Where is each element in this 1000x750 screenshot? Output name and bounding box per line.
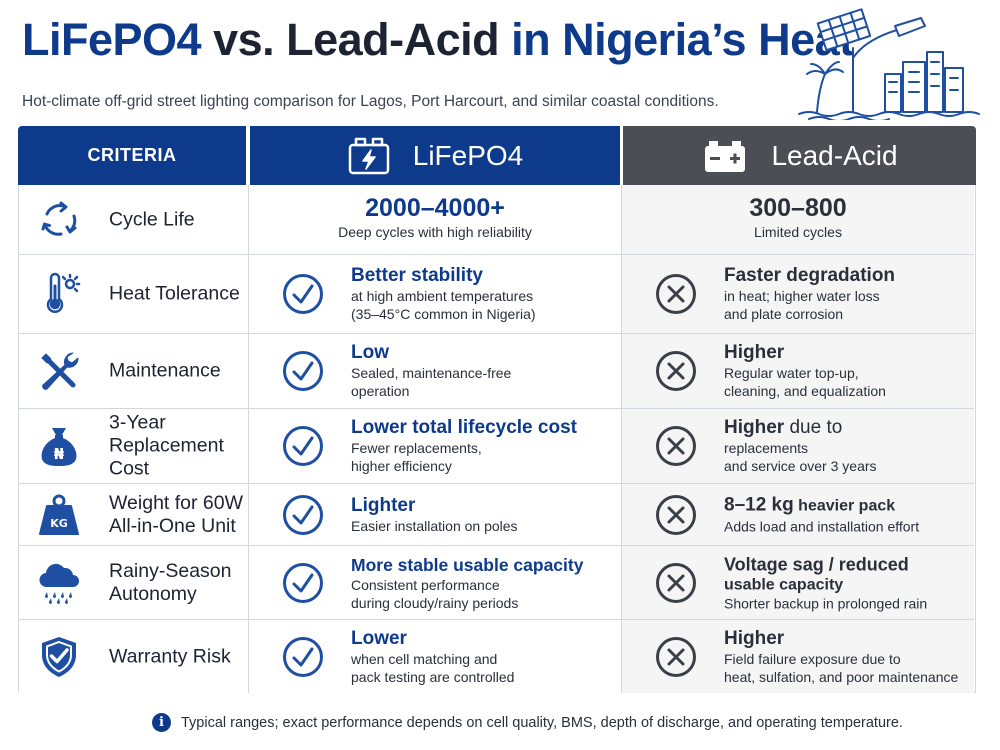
lead-acid-head: Higher [724, 627, 785, 649]
solar-street-light-skyline-icon [798, 8, 980, 120]
lifepo4-desc: during cloudy/rainy periods [351, 594, 519, 611]
header-lead-acid: Lead-Acid [623, 126, 976, 185]
comparison-table: CRITERIA LiFePO4 Lead-Acid Cyc [18, 126, 976, 693]
check-circle-icon [283, 426, 323, 466]
lifepo4-desc: at high ambient temperatures [351, 288, 534, 304]
naira-money-bag-icon: ₦ [41, 428, 77, 466]
lead-acid-desc: replacements [724, 440, 809, 456]
lead-acid-head: 8–12 kg heavier pack [724, 494, 896, 515]
criteria-label: Cycle Life [109, 208, 195, 230]
lead-acid-desc: Shorter backup in prolonged rain [724, 595, 928, 611]
lead-acid-desc: Regular water top-up, [724, 365, 859, 381]
cycle-arrows-icon [41, 201, 77, 236]
check-circle-icon [283, 274, 323, 314]
lifepo4-desc: Sealed, maintenance-free [351, 365, 512, 381]
lifepo4-head: More stable usable capacity [351, 554, 584, 575]
lifepo4-desc: pack testing are controlled [351, 668, 515, 685]
lifepo4-head: Low [351, 342, 389, 363]
lifepo4-desc: Deep cycles with high reliability [338, 224, 532, 240]
cross-circle-icon [656, 274, 696, 314]
lifepo4-desc: Easier installation on poles [351, 517, 518, 534]
lead-acid-value: 300–800 [749, 194, 847, 222]
lead-acid-desc: Adds load and installation effort [724, 518, 920, 534]
lead-acid-head: Higher due to [724, 417, 843, 438]
check-circle-icon [283, 494, 323, 535]
cross-circle-icon [656, 351, 696, 391]
lifepo4-desc: Fewer replacements, [351, 440, 482, 456]
criteria-label: 3-Year Replacement Cost [109, 411, 224, 480]
lead-acid-desc: in heat; higher water loss [724, 288, 880, 304]
lifepo4-head: Better stability [351, 265, 483, 286]
lead-acid-head: Faster degradation [724, 265, 896, 286]
criteria-label: Warranty Risk [109, 645, 231, 667]
lead-acid-desc: Limited cycles [754, 224, 842, 240]
table-body: Cycle Life 2000–4000+ Deep cycles with hi… [18, 185, 976, 693]
table-row: Maintenance Low Sealed, maintenance-free o… [19, 334, 974, 409]
lead-acid-desc: heat, sulfation, and poor maintenance [724, 668, 959, 685]
svg-text:₦: ₦ [54, 445, 65, 463]
footnote: i Typical ranges; exact performance depe… [152, 713, 903, 732]
rain-cloud-icon [39, 563, 79, 604]
table-row: Rainy-Season Autonomy More stable usable … [19, 546, 974, 620]
thermometer-icon [46, 272, 81, 313]
shield-check-icon [42, 636, 76, 677]
table-row: Cycle Life 2000–4000+ Deep cycles with hi… [19, 185, 974, 255]
cross-circle-icon [656, 636, 696, 677]
page-subtitle: Hot-climate off-grid street lighting com… [22, 93, 719, 110]
header-criteria: CRITERIA [18, 126, 246, 185]
lifepo4-value: 2000–4000+ [365, 194, 505, 222]
lead-acid-head: Voltage sag / reduced [724, 554, 909, 574]
header-lifepo4: LiFePO4 [250, 126, 620, 185]
page-title: LiFePO4 vs. Lead-Acid in Nigeria’s Heat [22, 14, 854, 65]
header-lifepo4-label: LiFePO4 [412, 139, 524, 171]
lifepo4-head: Lighter [351, 494, 416, 516]
table-row: ₦ 3-Year Replacement Cost Lower total lif… [19, 409, 974, 484]
lifepo4-head: Lower total lifecycle cost [351, 417, 577, 438]
lead-acid-desc: cleaning, and equalization [724, 383, 886, 399]
battery-plus-minus-icon [705, 140, 746, 172]
tools-icon [41, 352, 79, 390]
lifepo4-desc: operation [351, 383, 410, 399]
lifepo4-head: Lower [351, 627, 407, 649]
cross-circle-icon [656, 494, 696, 535]
svg-text:KG: KG [50, 517, 68, 530]
cross-circle-icon [656, 562, 696, 603]
footnote-text: Typical ranges; exact performance depend… [181, 714, 903, 731]
table-row: Warranty Risk Lower when cell matching an… [19, 620, 974, 693]
criteria-label: Rainy-Season Autonomy [109, 559, 232, 605]
lead-acid-desc: and service over 3 years [724, 458, 877, 474]
kg-weight-icon: KG [39, 494, 79, 535]
lifepo4-desc: Consistent performance [351, 576, 500, 593]
lifepo4-desc: (35–45°C common in Nigeria) [351, 306, 536, 322]
criteria-label: Maintenance [109, 359, 221, 382]
info-icon: i [152, 713, 171, 732]
header-lead-acid-label: Lead-Acid [771, 139, 898, 171]
cross-circle-icon [656, 426, 696, 466]
lifepo4-desc: when cell matching and [351, 650, 498, 667]
lead-acid-head: Higher [724, 342, 785, 363]
battery-bolt-icon [348, 137, 389, 174]
lead-acid-head2: usable capacity [724, 576, 844, 593]
check-circle-icon [283, 562, 323, 603]
criteria-label: Weight for 60W All-in-One Unit [109, 491, 244, 537]
check-circle-icon [283, 636, 323, 677]
check-circle-icon [283, 351, 323, 391]
table-row: Heat Tolerance Better stability at high a… [19, 255, 974, 334]
lead-acid-desc: and plate corrosion [724, 306, 844, 322]
lead-acid-desc: Field failure exposure due to [724, 650, 901, 667]
lifepo4-desc: higher efficiency [351, 458, 452, 474]
table-row: KG Weight for 60W All-in-One Unit Lighter… [19, 484, 974, 546]
criteria-label: Heat Tolerance [109, 282, 240, 305]
